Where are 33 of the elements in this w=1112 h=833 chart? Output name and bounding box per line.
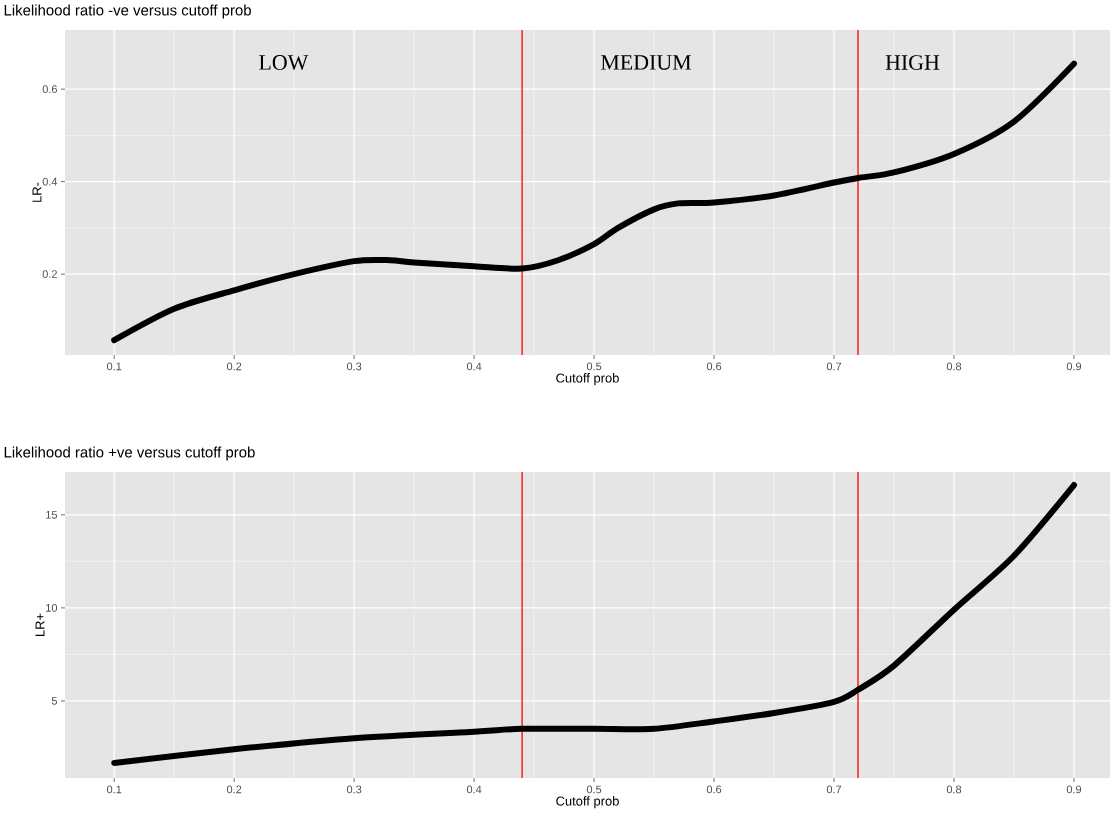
x-tick-label: 0.2 — [226, 362, 242, 371]
x-tick-label: 0.9 — [1066, 785, 1082, 794]
x-tick-label: 0.7 — [826, 785, 842, 794]
x-tick-label: 0.2 — [226, 785, 242, 794]
y-tick-label: 0.2 — [42, 270, 57, 278]
annotation: LOW — [259, 55, 309, 70]
y-axis-title: LR- — [32, 182, 42, 202]
y-tick-label: 0.4 — [42, 177, 58, 186]
annotation: HIGH — [885, 55, 940, 70]
x-axis-title: Cutoff prob — [556, 796, 619, 809]
x-tick-label: 0.4 — [466, 362, 482, 371]
x-tick-label: 0.3 — [346, 362, 362, 371]
x-tick-label: 0.5 — [586, 785, 602, 794]
x-axis-title: Cutoff prob — [556, 373, 619, 386]
x-tick-label: 0.4 — [466, 785, 482, 794]
x-tick-label: 0.6 — [706, 785, 722, 794]
x-tick-label: 0.1 — [106, 362, 122, 371]
x-tick-label: 0.9 — [1066, 362, 1082, 371]
x-tick-label: 0.5 — [586, 362, 602, 371]
y-tick-label: 0.6 — [42, 85, 57, 94]
y-tick-label: 10 — [46, 604, 58, 612]
x-tick-label: 0.8 — [946, 785, 962, 794]
chart-title: Likelihood ratio +ve versus cutoff prob — [4, 446, 255, 461]
chart-title: Likelihood ratio -ve versus cutoff prob — [4, 4, 251, 19]
y-tick-label: 5 — [51, 697, 58, 705]
x-tick-label: 0.3 — [346, 785, 362, 794]
x-tick-label: 0.1 — [106, 785, 122, 794]
y-axis-title: LR+ — [35, 613, 45, 636]
x-tick-label: 0.7 — [826, 362, 842, 371]
annotation: MEDIUM — [600, 55, 692, 70]
y-tick-label: 15 — [46, 510, 58, 519]
x-tick-label: 0.6 — [706, 362, 722, 371]
x-tick-label: 0.8 — [946, 362, 962, 371]
